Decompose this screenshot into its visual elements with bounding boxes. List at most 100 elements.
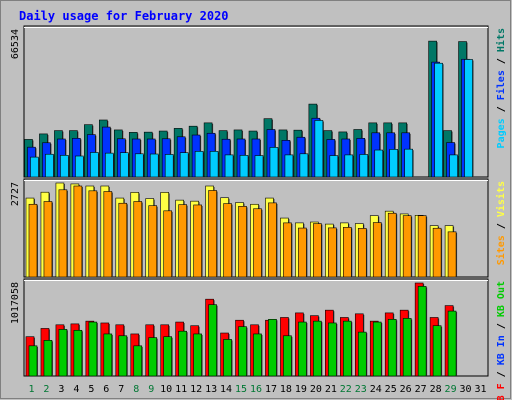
legend-part: Pages	[496, 118, 507, 148]
visits-bar	[253, 208, 262, 278]
day-label: 8	[133, 384, 139, 395]
day-label: 24	[370, 384, 382, 395]
legend-part: /	[496, 217, 507, 235]
day-label: 26	[400, 384, 412, 395]
hits-bar	[299, 153, 309, 178]
hits-bar	[344, 154, 354, 178]
hits-bar	[314, 120, 324, 178]
hits-bar	[329, 155, 339, 178]
hits-bar	[449, 154, 458, 178]
hits-bar	[179, 152, 189, 178]
hits-bar	[164, 154, 174, 178]
kb-in-bar	[313, 320, 322, 377]
hits-bar	[105, 152, 114, 178]
visits-bar	[343, 227, 352, 278]
kb-in-bar	[268, 319, 277, 377]
day-label: 14	[220, 384, 232, 395]
legend-part: /	[496, 365, 507, 383]
visits-bar	[73, 185, 83, 278]
hits-bar	[149, 153, 159, 178]
day-label: 1	[28, 384, 34, 395]
day-label: 28	[430, 384, 442, 395]
hits-bar	[374, 149, 384, 178]
legend-part: Files	[495, 70, 507, 100]
kb-in-bar	[88, 321, 98, 377]
hits-bar	[254, 155, 264, 178]
visits-bar	[268, 202, 277, 278]
kb-in-bar	[238, 326, 247, 377]
day-label: 31	[474, 384, 486, 395]
visits-bar	[328, 227, 337, 278]
hits-bar	[434, 62, 443, 178]
kb-in-bar	[58, 329, 68, 377]
kb-in-bar	[328, 322, 337, 377]
visits-bar	[283, 222, 292, 278]
hits-bar	[269, 147, 279, 178]
panel-sites-visits-ymax-label: 2727	[10, 182, 21, 206]
day-label: 13	[205, 384, 217, 395]
hits-bar	[30, 156, 39, 178]
visits-bar	[88, 190, 98, 278]
visits-bar	[447, 231, 457, 278]
day-label: 15	[235, 384, 247, 395]
day-label: 20	[310, 384, 322, 395]
kb-in-bar	[43, 340, 53, 377]
kb-in-bar	[387, 319, 397, 377]
visits-bar	[193, 204, 202, 278]
kb-in-bar	[118, 335, 128, 377]
day-label: 25	[385, 384, 397, 395]
panel-sites-visits-legend: Sites / Visits	[495, 181, 507, 265]
day-label: 4	[73, 384, 79, 395]
panel-pages-files-hits-ymax-label: 66534	[10, 29, 21, 59]
day-label: 29	[445, 384, 457, 395]
kb-in-bar	[223, 339, 232, 377]
kb-in-bar	[417, 286, 427, 377]
visits-bar	[58, 189, 68, 278]
kb-in-bar	[343, 320, 352, 377]
legend-part: KB In	[496, 335, 507, 365]
visits-bar	[178, 204, 187, 278]
visits-bar	[402, 215, 412, 278]
day-label: 23	[355, 384, 367, 395]
hits-bar	[60, 155, 69, 178]
hits-bar	[284, 154, 294, 178]
day-label: 22	[340, 384, 352, 395]
visits-bar	[372, 222, 382, 278]
day-label: 21	[325, 384, 337, 395]
hits-bar	[209, 151, 219, 178]
day-label: 27	[415, 384, 427, 395]
legend-part: /	[496, 317, 507, 335]
legend-part: /	[496, 52, 507, 70]
kb-in-bar	[447, 310, 457, 377]
day-label: 17	[265, 384, 277, 395]
visits-bar	[298, 227, 307, 278]
hits-bar	[239, 155, 249, 178]
day-label: 6	[103, 384, 109, 395]
hits-bar	[464, 59, 473, 178]
hits-bar	[75, 155, 84, 178]
kb-in-bar	[178, 330, 187, 377]
day-label: 12	[190, 384, 202, 395]
legend-part: KB Out	[496, 281, 507, 317]
kb-in-bar	[28, 345, 38, 377]
hits-bar	[119, 152, 129, 178]
day-label: 19	[295, 384, 307, 395]
kb-in-bar	[163, 336, 172, 377]
visits-bar	[417, 215, 427, 278]
kb-in-bar	[253, 333, 262, 377]
day-label: 16	[250, 384, 262, 395]
panel-sites-visits: 2727 Sites / Visits	[10, 178, 507, 278]
visits-bar	[103, 191, 113, 278]
hits-bar	[224, 154, 234, 178]
hits-bar	[90, 152, 99, 178]
panel-pages-files-hits: 66534 Pages / Files / Hits	[10, 25, 507, 178]
kb-in-bar	[432, 325, 442, 377]
day-axis-labels: 1 2 3 4 5 6 7 8 9 10 11 12 13 14 15 16 17 18 19 20 21 22 23 24 2…	[28, 384, 486, 395]
visits-bar	[163, 210, 172, 278]
legend-part: /	[496, 100, 507, 118]
legend-part: Hits	[495, 28, 507, 52]
visits-bar	[43, 201, 53, 278]
visits-bar	[357, 228, 367, 278]
